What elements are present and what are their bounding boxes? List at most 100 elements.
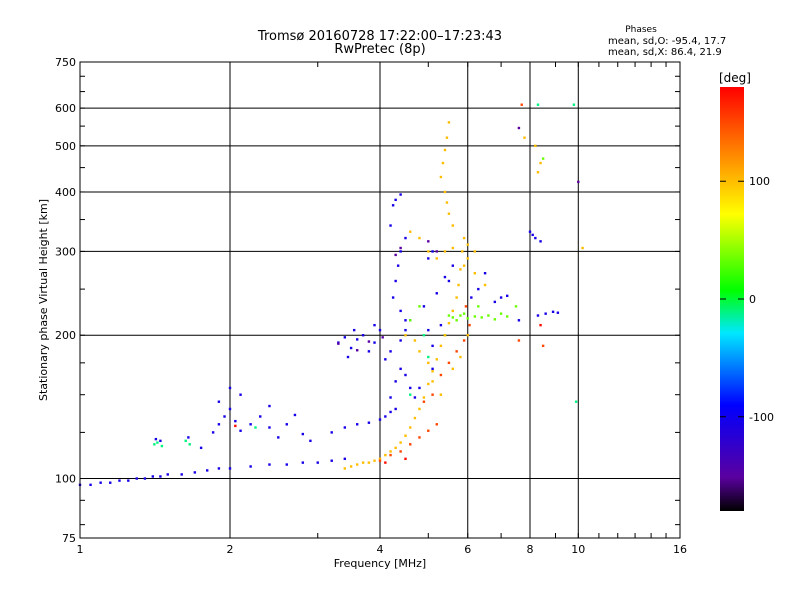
data-point xyxy=(99,481,102,484)
data-point xyxy=(205,469,209,472)
data-point xyxy=(143,477,147,480)
x-tick-label: 2 xyxy=(227,543,234,556)
data-point xyxy=(399,367,402,371)
data-point xyxy=(394,279,397,283)
data-point xyxy=(394,446,397,450)
data-point xyxy=(431,367,434,371)
data-point xyxy=(451,316,455,319)
data-point xyxy=(466,243,469,246)
data-point xyxy=(404,236,407,240)
data-point xyxy=(394,198,397,202)
data-point xyxy=(493,318,497,321)
data-point xyxy=(435,292,438,295)
data-point xyxy=(413,416,417,420)
data-point xyxy=(378,457,382,461)
data-point xyxy=(459,314,462,317)
data-point xyxy=(505,315,509,318)
data-point xyxy=(577,180,580,184)
data-point xyxy=(443,334,447,337)
data-point xyxy=(394,407,397,411)
data-point xyxy=(439,175,443,179)
data-point xyxy=(422,334,426,337)
data-point xyxy=(523,136,526,139)
data-point xyxy=(389,350,392,353)
scatter-points xyxy=(78,103,584,487)
data-point xyxy=(188,443,191,446)
data-point xyxy=(451,367,455,371)
data-point xyxy=(373,341,376,344)
data-point xyxy=(389,224,392,227)
data-point xyxy=(534,144,537,148)
x-tick-label: 1 xyxy=(77,543,84,556)
data-point xyxy=(427,382,430,386)
data-point xyxy=(268,426,271,429)
data-point xyxy=(483,272,487,275)
data-point xyxy=(89,483,92,487)
data-point xyxy=(439,323,443,327)
data-point xyxy=(422,400,426,403)
data-point xyxy=(443,190,447,194)
data-point xyxy=(422,396,426,399)
data-point xyxy=(234,424,237,428)
data-point xyxy=(447,361,451,365)
colorbar-tick-label: -100 xyxy=(749,411,774,424)
colorbar-ticks: 100 0 -100 xyxy=(720,175,774,424)
data-point xyxy=(539,161,542,165)
data-point xyxy=(301,432,305,436)
data-point xyxy=(330,459,333,462)
data-point xyxy=(466,257,469,260)
data-point xyxy=(399,309,402,313)
data-point xyxy=(459,355,462,359)
data-point xyxy=(399,246,402,250)
data-point xyxy=(539,323,542,327)
data-point xyxy=(352,328,356,332)
data-point xyxy=(180,473,183,476)
data-point xyxy=(384,453,387,457)
data-point xyxy=(551,310,555,314)
data-point xyxy=(473,315,477,318)
data-point xyxy=(418,305,421,308)
y-tick-label: 500 xyxy=(55,140,76,153)
data-point xyxy=(127,479,130,482)
data-point xyxy=(473,250,477,253)
data-point xyxy=(211,431,215,434)
data-point xyxy=(160,444,164,448)
data-point xyxy=(409,393,412,396)
data-point xyxy=(239,429,242,432)
data-point xyxy=(470,296,473,299)
data-point xyxy=(394,380,397,383)
data-point xyxy=(447,212,451,215)
data-point xyxy=(389,410,392,414)
data-point xyxy=(399,339,402,342)
data-point xyxy=(217,467,221,470)
data-point xyxy=(413,339,417,342)
data-point xyxy=(451,264,455,267)
data-point xyxy=(480,316,483,319)
y-tick-label: 75 xyxy=(62,532,76,545)
data-point xyxy=(445,201,449,204)
data-point xyxy=(309,439,312,443)
data-point xyxy=(409,319,412,322)
data-point xyxy=(343,336,347,339)
data-point xyxy=(418,350,421,353)
data-point xyxy=(418,386,421,390)
data-point xyxy=(431,393,434,396)
data-point xyxy=(447,321,451,325)
data-point xyxy=(381,336,384,339)
data-point xyxy=(445,136,449,139)
data-point xyxy=(418,436,421,439)
data-point xyxy=(531,233,534,237)
data-point xyxy=(427,240,430,243)
stats-x-line: mean, sd,X: 86.4, 21.9 xyxy=(608,47,722,58)
data-point xyxy=(439,344,443,348)
data-point xyxy=(349,465,353,468)
data-point xyxy=(367,340,371,343)
data-point xyxy=(154,437,158,441)
stats-heading: Phases xyxy=(625,25,657,35)
data-point xyxy=(466,317,469,320)
data-point xyxy=(367,461,371,464)
data-point xyxy=(517,339,521,342)
data-point xyxy=(427,355,430,359)
data-point xyxy=(399,193,402,196)
data-point xyxy=(330,431,333,434)
